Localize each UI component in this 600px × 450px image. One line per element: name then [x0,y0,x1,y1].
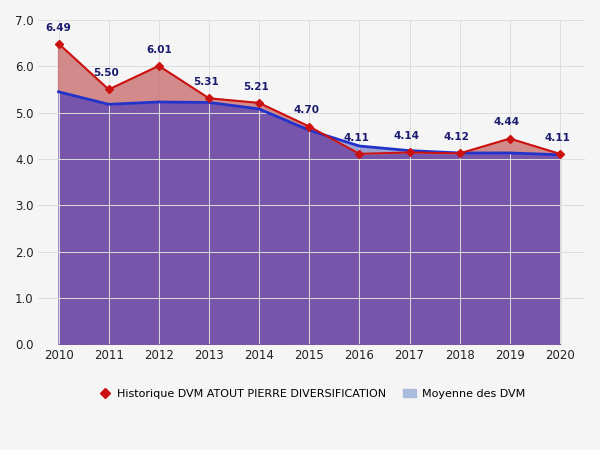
Text: 4.44: 4.44 [494,117,520,127]
Text: 4.11: 4.11 [544,133,570,143]
Text: 6.01: 6.01 [146,45,172,55]
Text: 4.11: 4.11 [344,133,370,143]
Text: 4.12: 4.12 [444,132,470,142]
Text: 5.50: 5.50 [93,68,119,78]
Text: 4.14: 4.14 [394,131,420,141]
Legend: Historique DVM ATOUT PIERRE DIVERSIFICATION, Moyenne des DVM: Historique DVM ATOUT PIERRE DIVERSIFICAT… [94,385,530,404]
Text: 5.21: 5.21 [244,82,269,92]
Text: 5.31: 5.31 [193,77,219,87]
Text: 4.70: 4.70 [293,105,319,116]
Text: 6.49: 6.49 [46,22,71,32]
